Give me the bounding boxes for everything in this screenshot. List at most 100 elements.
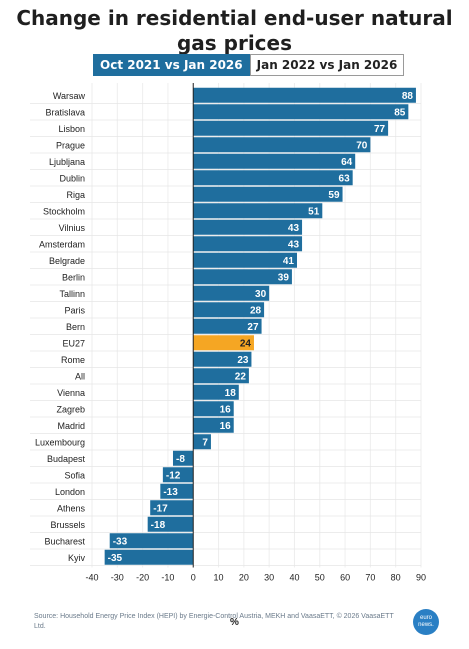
bar (193, 434, 211, 450)
bar (160, 483, 194, 499)
bar (193, 87, 416, 103)
data-label: -18 (151, 520, 166, 531)
data-label: 24 (240, 339, 252, 350)
bar (193, 137, 371, 153)
data-label: 70 (356, 141, 368, 152)
data-label: -17 (153, 504, 168, 515)
data-label: 7 (202, 438, 208, 449)
category-label: Stockholm (43, 206, 85, 216)
bar (193, 153, 356, 169)
data-label: 28 (250, 306, 262, 317)
category-label: Kyiv (68, 553, 86, 563)
data-label: 51 (308, 207, 320, 218)
category-label: Rome (61, 355, 85, 365)
bar (162, 467, 194, 483)
category-label: Paris (64, 305, 85, 315)
bar (193, 186, 343, 202)
category-label: Vilnius (59, 223, 86, 233)
data-label: -35 (108, 553, 123, 564)
x-tick-label: 50 (315, 573, 325, 583)
data-label: 85 (394, 108, 406, 119)
data-label: -12 (166, 471, 181, 482)
category-label: Bern (66, 322, 85, 332)
data-label: 39 (278, 273, 290, 284)
bar (193, 104, 409, 120)
category-label: Luxembourg (35, 437, 85, 447)
bar (193, 269, 292, 285)
data-label: 64 (341, 157, 353, 168)
x-tick-label: -40 (85, 573, 98, 583)
category-label: Berlin (62, 272, 85, 282)
bar (193, 351, 252, 367)
x-tick-label: 90 (416, 573, 426, 583)
data-label: 43 (288, 223, 300, 234)
data-label: 23 (237, 355, 249, 366)
category-label: Sofia (64, 470, 85, 480)
source-note: Source: Household Energy Price Index (HE… (34, 613, 394, 630)
bar (193, 318, 262, 334)
category-label: Budapest (47, 454, 86, 464)
category-label: Vienna (57, 388, 85, 398)
data-label: 16 (220, 421, 232, 432)
data-label: 18 (225, 388, 237, 399)
bar (193, 285, 270, 301)
data-label: 63 (339, 174, 351, 185)
category-label: All (75, 371, 85, 381)
category-label: Bucharest (44, 536, 85, 546)
category-label: EU27 (62, 338, 85, 348)
category-label: Lisbon (58, 124, 85, 134)
bar (147, 516, 194, 532)
bar (109, 533, 194, 549)
data-label: 43 (288, 240, 300, 251)
bar (193, 417, 234, 433)
data-label: 88 (402, 91, 414, 102)
category-label: London (55, 487, 85, 497)
bar (193, 120, 389, 136)
bar (193, 302, 265, 318)
bar (193, 384, 239, 400)
x-tick-label: 40 (289, 573, 299, 583)
data-label: 59 (328, 190, 340, 201)
bar (193, 335, 254, 351)
bar (193, 170, 353, 186)
x-tick-label: 60 (340, 573, 350, 583)
category-label: Ljubljana (49, 157, 85, 167)
x-tick-label: -30 (111, 573, 124, 583)
data-label: 22 (235, 372, 247, 383)
bar (193, 368, 249, 384)
data-label: 41 (283, 256, 295, 267)
tab-jan2022-vs-jan2026[interactable]: Jan 2022 vs Jan 2026 (249, 54, 405, 76)
bar (193, 219, 303, 235)
category-label: Belgrade (49, 256, 85, 266)
bar (193, 401, 234, 417)
category-label: Warsaw (53, 91, 86, 101)
bar (104, 549, 194, 565)
x-tick-label: -20 (136, 573, 149, 583)
data-label: 30 (255, 289, 267, 300)
x-tick-label: 10 (214, 573, 224, 583)
x-tick-label: 0 (191, 573, 196, 583)
data-label: 27 (247, 322, 259, 333)
bar (150, 500, 194, 516)
x-tick-label: 80 (391, 573, 401, 583)
category-label: Bratislava (45, 107, 85, 117)
x-tick-label: 30 (264, 573, 274, 583)
data-label: -13 (163, 487, 178, 498)
category-label: Prague (56, 140, 85, 150)
bar (193, 236, 303, 252)
x-tick-label: 20 (239, 573, 249, 583)
category-label: Madrid (57, 421, 85, 431)
period-tabs: Oct 2021 vs Jan 2026 Jan 2022 vs Jan 202… (93, 54, 405, 76)
x-tick-label: 70 (365, 573, 375, 583)
tab-oct2021-vs-jan2026[interactable]: Oct 2021 vs Jan 2026 (93, 54, 250, 76)
category-label: Riga (66, 190, 85, 200)
category-label: Tallinn (59, 289, 85, 299)
category-label: Zagreb (56, 404, 85, 414)
category-label: Amsterdam (39, 239, 85, 249)
euronews-logo: euro news. (413, 609, 439, 635)
data-label: -8 (176, 454, 185, 465)
bar (193, 203, 323, 219)
data-label: 16 (220, 405, 232, 416)
category-label: Brussels (50, 520, 85, 530)
